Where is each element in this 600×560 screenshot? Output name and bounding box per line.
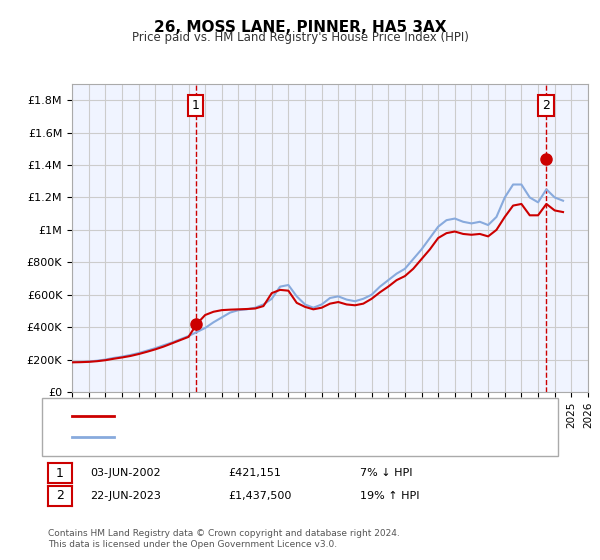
Text: Contains HM Land Registry data © Crown copyright and database right 2024.: Contains HM Land Registry data © Crown c…	[48, 529, 400, 538]
Text: 1: 1	[191, 99, 199, 112]
Text: 19% ↑ HPI: 19% ↑ HPI	[360, 491, 419, 501]
Text: 1: 1	[56, 466, 64, 480]
Text: £421,151: £421,151	[228, 468, 281, 478]
Text: 2: 2	[542, 99, 550, 112]
Text: This data is licensed under the Open Government Licence v3.0.: This data is licensed under the Open Gov…	[48, 540, 337, 549]
Text: 7% ↓ HPI: 7% ↓ HPI	[360, 468, 413, 478]
Text: 2: 2	[56, 489, 64, 502]
Text: 03-JUN-2002: 03-JUN-2002	[90, 468, 161, 478]
Text: HPI: Average price, detached house, Harrow: HPI: Average price, detached house, Harr…	[120, 432, 350, 442]
Text: 26, MOSS LANE, PINNER, HA5 3AX: 26, MOSS LANE, PINNER, HA5 3AX	[154, 20, 446, 35]
Text: 26, MOSS LANE, PINNER, HA5 3AX (detached house): 26, MOSS LANE, PINNER, HA5 3AX (detached…	[120, 410, 393, 421]
Text: Price paid vs. HM Land Registry's House Price Index (HPI): Price paid vs. HM Land Registry's House …	[131, 31, 469, 44]
Text: 22-JUN-2023: 22-JUN-2023	[90, 491, 161, 501]
Text: £1,437,500: £1,437,500	[228, 491, 292, 501]
